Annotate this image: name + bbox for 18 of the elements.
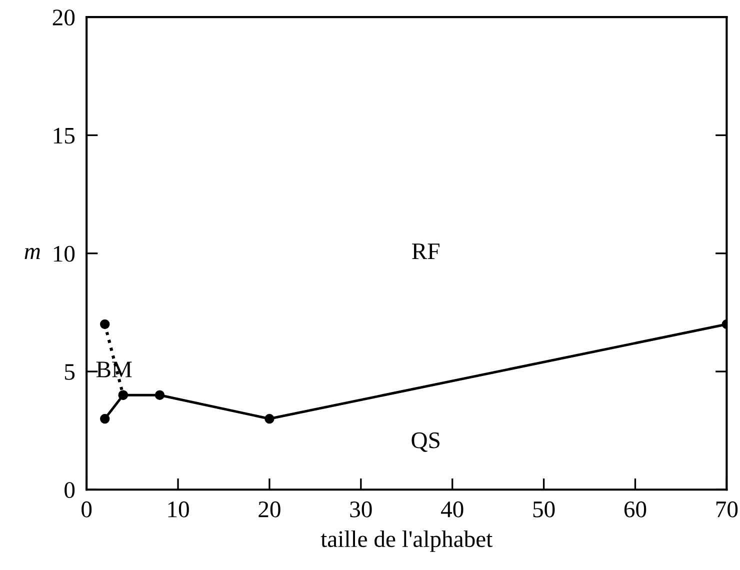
y-tick-label: 5 [65, 364, 75, 380]
annotation: BM [96, 362, 132, 378]
y-tick-label: 20 [52, 10, 75, 26]
x-tick-label: 60 [624, 501, 646, 518]
y-tick-label: 10 [54, 246, 75, 262]
x-tick-label: 40 [441, 501, 464, 518]
x-axis-title: taille de l'alphabet [320, 530, 493, 552]
y-tick-label: 15 [54, 128, 75, 144]
x-tick-label: 0 [82, 501, 92, 518]
x-tick-label: 10 [168, 501, 189, 518]
y-tick-label: 0 [64, 482, 75, 498]
x-tick-label: 70 [716, 501, 738, 518]
x-tick-label: 20 [258, 501, 280, 518]
x-tick-label: 50 [533, 501, 555, 518]
y-axis-title: m [24, 248, 40, 260]
annotation: RF [412, 244, 440, 260]
x-tick-label: 30 [350, 501, 372, 518]
annotation: QS [412, 432, 440, 452]
